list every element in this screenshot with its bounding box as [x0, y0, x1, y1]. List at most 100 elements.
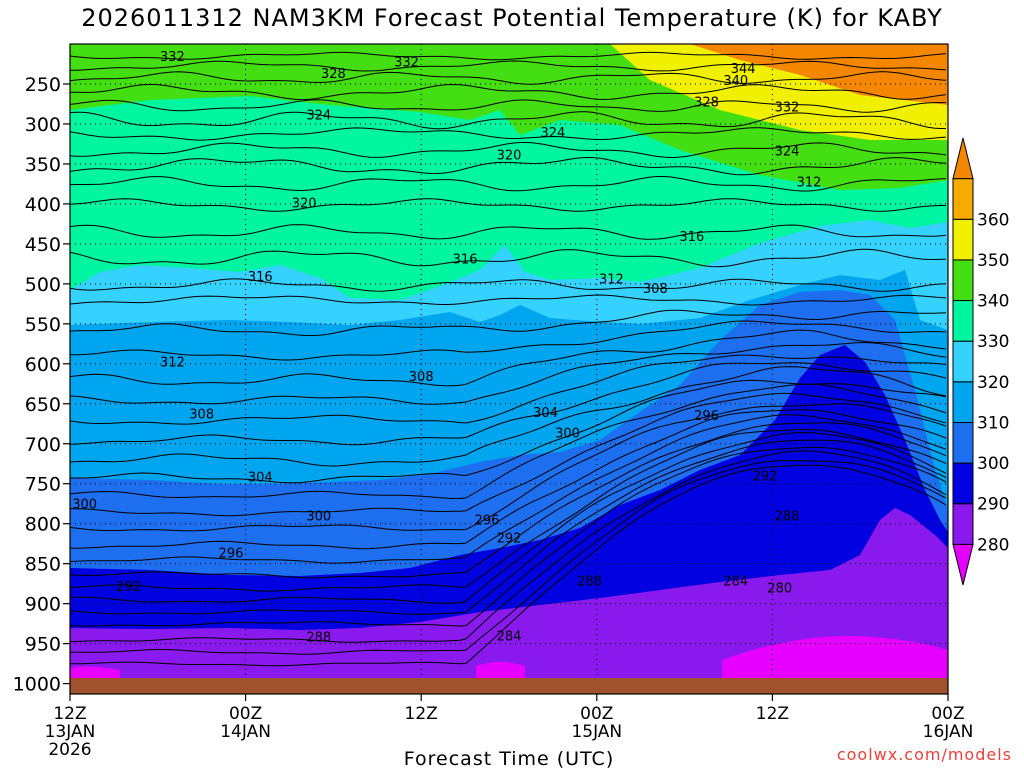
colorbar-swatch	[952, 543, 974, 586]
contour-lines	[70, 51, 947, 667]
contour-label: 296	[475, 514, 500, 529]
contour-line	[70, 142, 947, 159]
contour-label: 288	[577, 574, 602, 589]
contour-label: 300	[72, 498, 97, 513]
contour-line	[70, 99, 947, 113]
contour-label: 324	[306, 108, 331, 123]
colorbar-swatch	[952, 421, 974, 464]
colorbar-label: 330	[977, 332, 1009, 352]
contour-line	[70, 329, 947, 387]
contour-label: 312	[599, 272, 624, 287]
y-tick-label: 500	[25, 274, 61, 296]
contour-label: 308	[409, 370, 434, 385]
contour-label: 288	[775, 510, 800, 525]
contour-line	[70, 51, 947, 61]
contour-line	[70, 198, 946, 212]
x-tick-label: 12Z	[405, 704, 438, 724]
contour-line	[70, 248, 947, 268]
y-tick-label: 300	[25, 114, 61, 136]
x-tick-label: 2026	[48, 740, 91, 760]
colorbar: 280 290 300 310 320 330 340 350 360	[952, 137, 1009, 586]
y-tick-label: 900	[25, 594, 61, 616]
y-tick-label: 1000	[13, 674, 61, 696]
contour-line	[70, 422, 947, 579]
contour-label: 300	[555, 427, 580, 442]
contour-line	[70, 127, 947, 141]
contour-label: 312	[160, 355, 185, 370]
x-tick-label: 12Z	[53, 704, 86, 724]
plot-frame	[69, 43, 949, 695]
x-tick-label: 15JAN	[571, 722, 622, 742]
contour-label: 320	[497, 148, 522, 163]
y-tick-label: 950	[25, 634, 61, 656]
credit-text: coolwx.com/models	[836, 745, 1012, 764]
contour-label: 328	[694, 96, 719, 111]
contour-label: 320	[292, 196, 317, 211]
contour-label: 304	[248, 471, 273, 486]
colorbar-label: 300	[977, 454, 1009, 474]
contour-line	[70, 156, 947, 176]
contour-label: 312	[797, 176, 822, 191]
ground-bar	[70, 678, 948, 694]
x-tick-label: 13JAN	[45, 722, 96, 742]
contour-label: 340	[723, 74, 748, 89]
colorbar-label: 350	[977, 251, 1009, 271]
fill-270-280	[70, 508, 948, 694]
contour-label: 332	[160, 50, 185, 65]
contour-line	[70, 176, 947, 192]
contour-line	[70, 60, 947, 72]
contour-line	[70, 409, 947, 550]
contour-label: 280	[767, 582, 792, 597]
contour-line	[70, 71, 947, 85]
contour-line	[70, 83, 947, 100]
x-tick-label: 12Z	[756, 704, 789, 724]
colorbar-label: 290	[977, 495, 1009, 515]
y-axis: 250 300 350 400 450 500 550 600 650 700 750 800 850 9…	[13, 74, 70, 696]
contour-label: 296	[219, 546, 244, 561]
contour-label: 316	[248, 270, 273, 285]
contour-label: 308	[189, 407, 214, 422]
y-tick-label: 650	[25, 394, 61, 416]
x-axis-label: Forecast Time (UTC)	[404, 748, 614, 768]
contour-line	[70, 439, 947, 615]
y-tick-label: 250	[25, 74, 61, 96]
contour-label: 308	[643, 282, 668, 297]
colorbar-swatch	[952, 137, 974, 180]
colorbar-swatch	[952, 259, 974, 302]
contour-label: 284	[723, 574, 748, 589]
contour-label: 324	[540, 126, 565, 141]
contour-label: 292	[116, 580, 141, 595]
contour-label: 316	[453, 252, 478, 267]
x-tick-label: 14JAN	[220, 722, 271, 742]
colorbar-swatch	[952, 381, 974, 423]
contour-line	[70, 446, 947, 627]
contour-label: 324	[775, 144, 800, 159]
contour-label: 332	[394, 56, 419, 71]
contour-line	[70, 450, 947, 643]
contour-label: 292	[753, 470, 778, 485]
contour-line	[70, 309, 947, 337]
x-tick-label: 00Z	[931, 704, 964, 724]
x-tick-label: 00Z	[580, 704, 613, 724]
colorbar-label: 320	[977, 373, 1009, 393]
y-tick-label: 750	[25, 474, 61, 496]
y-tick-label: 400	[25, 194, 61, 216]
contour-line	[70, 111, 946, 130]
contour-label: 296	[694, 409, 719, 424]
contour-label: 332	[775, 100, 800, 115]
grid-lines	[70, 44, 948, 694]
colorbar-label: 340	[977, 292, 1009, 312]
theta-fill-layer	[70, 44, 948, 694]
y-tick-label: 800	[25, 514, 61, 536]
contour-line	[70, 366, 947, 467]
colorbar-swatch	[952, 462, 974, 505]
contour-label: 292	[497, 531, 522, 546]
contour-label: 328	[321, 67, 346, 82]
chart-title: 2026011312 NAM3KM Forecast Potential Tem…	[81, 4, 943, 32]
x-tick-label: 16JAN	[923, 722, 974, 742]
contour-line	[70, 294, 947, 306]
contour-line	[70, 224, 947, 240]
